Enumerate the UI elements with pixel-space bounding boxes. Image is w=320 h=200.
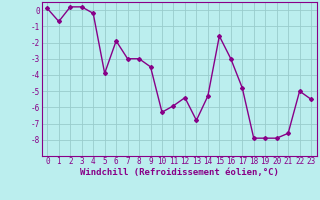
X-axis label: Windchill (Refroidissement éolien,°C): Windchill (Refroidissement éolien,°C) xyxy=(80,168,279,177)
